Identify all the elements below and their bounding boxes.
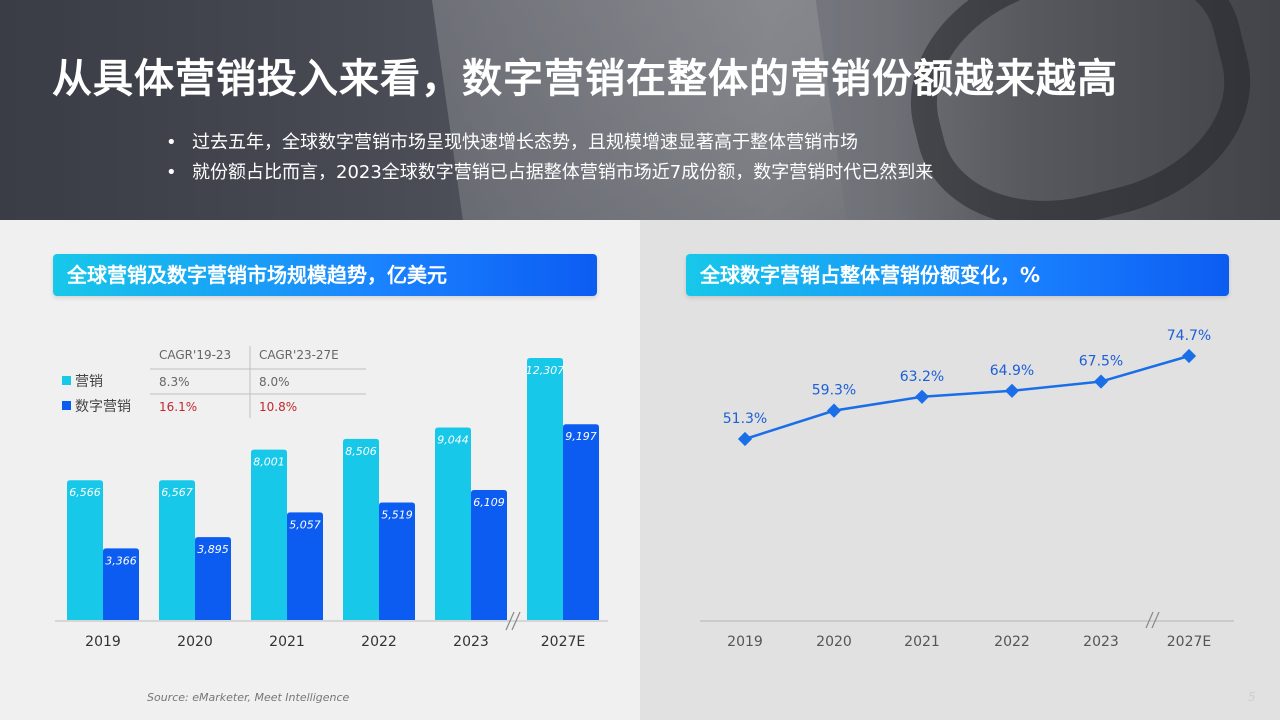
line-data-label: 74.7%	[1167, 328, 1211, 344]
x-tick-label: 2027E	[541, 634, 585, 650]
x-tick-label: 2020	[816, 634, 852, 650]
data-point-2027E	[1181, 348, 1197, 364]
axis-break-mark	[1145, 611, 1154, 629]
x-tick-label: 2022	[994, 634, 1030, 650]
legend-label: 数字营销	[75, 399, 131, 415]
line-data-label: 67.5%	[1079, 354, 1123, 370]
bar-data-label: 8,001	[253, 456, 285, 469]
cagr-value: 8.3%	[159, 375, 190, 389]
bar-data-label: 3,366	[105, 554, 137, 567]
bar-marketing-2020	[159, 480, 195, 620]
bar-marketing-2021	[251, 449, 287, 620]
cagr-value: 8.0%	[259, 375, 290, 389]
bar-data-label: 6,567	[161, 486, 193, 499]
bullet-item: 过去五年，全球数字营销市场呈现快速增长态势，且规模增速显著高于整体营销市场	[166, 128, 933, 158]
x-tick-label: 2019	[727, 634, 763, 650]
legend-label: 营销	[75, 374, 103, 390]
bullet-list: 过去五年，全球数字营销市场呈现快速增长态势，且规模增速显著高于整体营销市场 就份…	[166, 128, 933, 188]
x-tick-label: 2027E	[1167, 634, 1211, 650]
bar-data-label: 6,109	[473, 496, 505, 509]
x-tick-label: 2022	[361, 634, 397, 650]
legend-swatch-marketing	[62, 376, 71, 385]
bullet-item: 就份额占比而言，2023全球数字营销已占据整体营销市场近7成份额，数字营销时代已…	[166, 158, 933, 188]
x-tick-label: 2021	[904, 634, 940, 650]
bar-digital-2019	[103, 548, 139, 620]
data-point-2019	[737, 431, 753, 447]
page-number: 5	[1248, 690, 1256, 704]
line-data-label: 51.3%	[723, 411, 767, 427]
axis-break-mark	[511, 611, 521, 631]
x-tick-label: 2020	[177, 634, 213, 650]
bar-digital-2022	[379, 502, 415, 620]
bar-data-label: 9,197	[565, 430, 597, 443]
x-tick-label: 2023	[453, 634, 489, 650]
line-chart-title: 全球数字营销占整体营销份额变化，%	[686, 254, 1229, 296]
axis-break-mark	[1151, 611, 1160, 629]
axis-break-mark	[505, 611, 515, 631]
bar-data-label: 6,566	[69, 486, 101, 499]
bar-digital-2020	[195, 537, 231, 620]
bar-data-label: 8,506	[345, 445, 377, 458]
page-title: 从具体营销投入来看，数字营销在整体的营销份额越来越高	[52, 56, 1118, 102]
bar-chart-title: 全球营销及数字营销市场规模趋势，亿美元	[53, 254, 597, 296]
bar-data-label: 3,895	[197, 543, 229, 556]
bar-marketing-2022	[343, 438, 379, 620]
bar-data-label: 5,519	[381, 509, 413, 522]
right-panel	[640, 220, 1280, 720]
series-line-digital-share	[744, 354, 1190, 441]
cagr-value: 10.8%	[259, 400, 297, 414]
bar-marketing-2023	[435, 427, 471, 620]
legend-swatch-digital	[62, 401, 71, 410]
bar-marketing-2019	[67, 480, 103, 620]
line-data-label: 59.3%	[812, 383, 856, 399]
data-point-2020	[826, 403, 842, 418]
x-tick-label: 2023	[1083, 634, 1119, 650]
source-note: Source: eMarketer, Meet Intelligence	[147, 691, 350, 704]
bar-data-label: 5,057	[289, 518, 321, 531]
data-point-2022	[1004, 383, 1020, 398]
data-point-2023	[1093, 374, 1109, 389]
cagr-header: CAGR'19-23	[159, 348, 231, 362]
bar-data-label: 9,044	[437, 433, 469, 446]
bar-marketing-2027E	[527, 358, 563, 620]
line-data-label: 64.9%	[990, 363, 1034, 379]
x-tick-label: 2019	[85, 634, 121, 650]
bar-data-label: 12,307	[526, 364, 565, 377]
cagr-header: CAGR'23-27E	[259, 348, 339, 362]
bar-digital-2027E	[563, 424, 599, 620]
line-data-label: 63.2%	[900, 369, 944, 385]
cagr-value: 16.1%	[159, 400, 197, 414]
x-tick-label: 2021	[269, 634, 305, 650]
bar-digital-2021	[287, 512, 323, 620]
bar-digital-2023	[471, 489, 507, 620]
data-point-2021	[914, 389, 930, 404]
